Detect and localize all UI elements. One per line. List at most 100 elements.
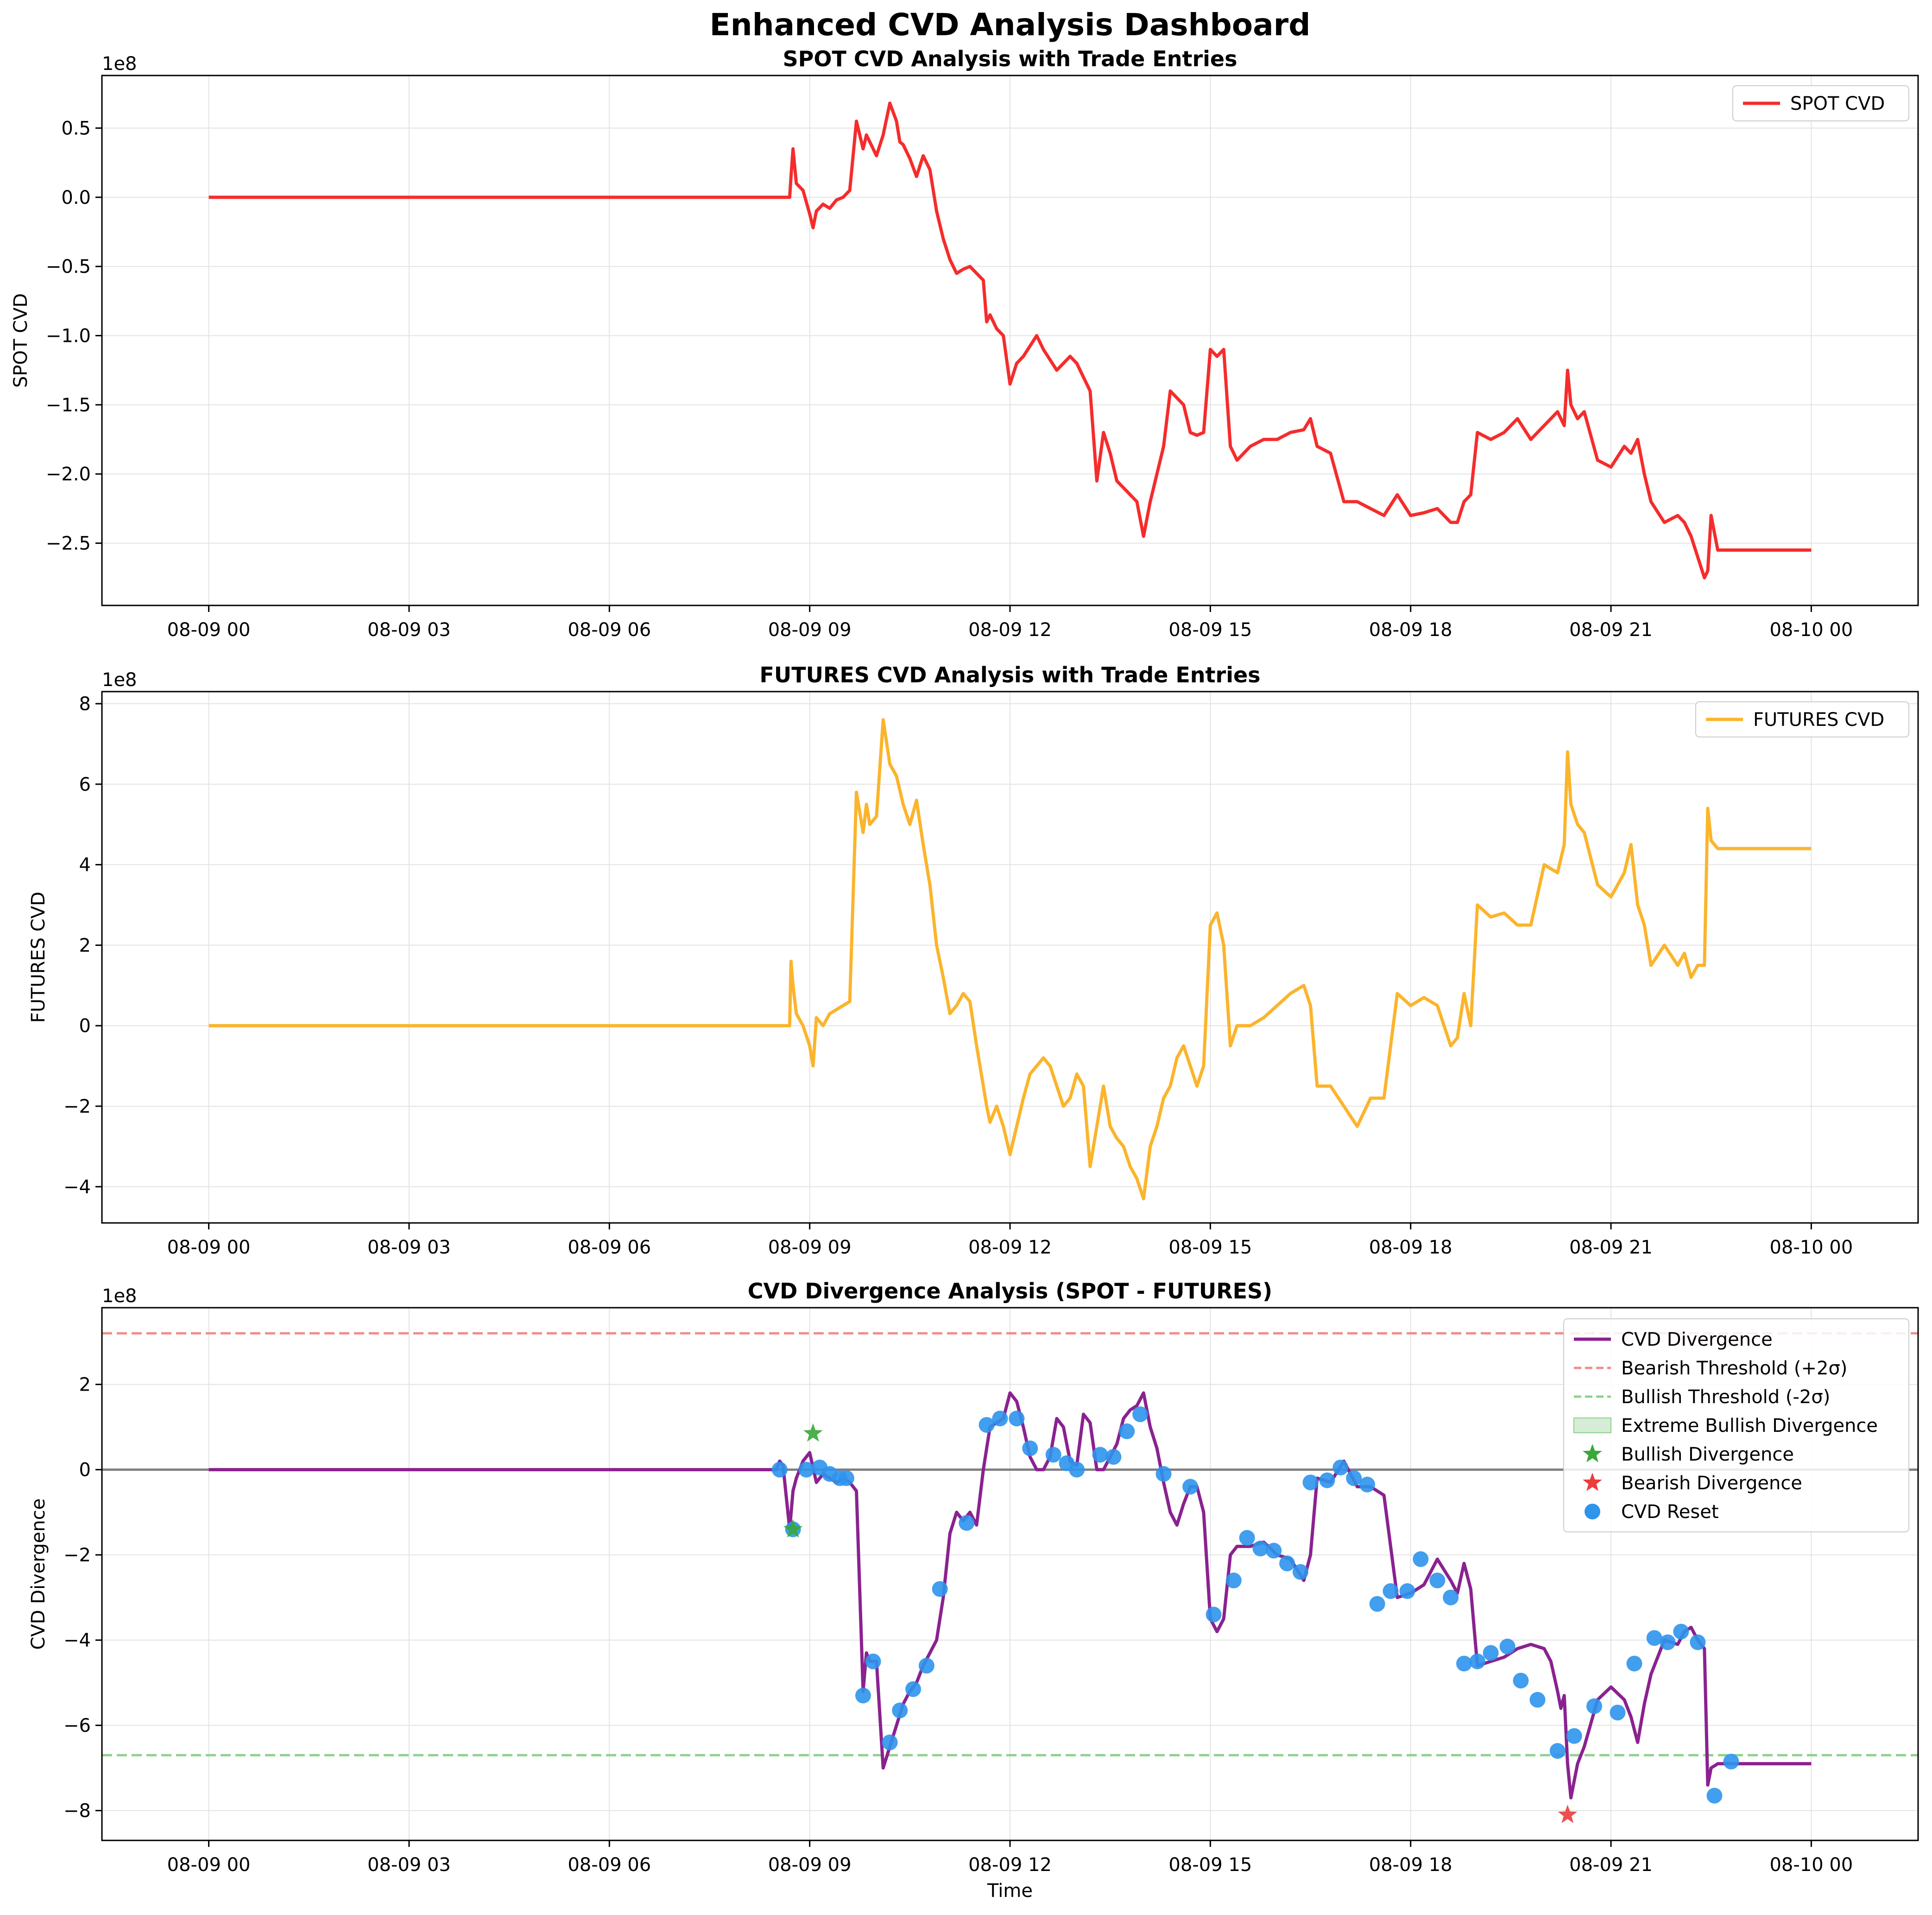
x-tick-label: 08-09 21 <box>1569 1237 1653 1258</box>
cvd-reset-marker <box>1022 1440 1038 1456</box>
series-line-spot-cvd <box>208 101 1812 580</box>
cvd-reset-marker <box>1155 1466 1172 1482</box>
cvd-reset-marker <box>979 1417 995 1433</box>
cvd-reset-marker <box>1119 1423 1135 1439</box>
cvd-reset-marker <box>932 1581 948 1597</box>
x-tick-label: 08-09 12 <box>968 1237 1052 1258</box>
dashboard-title: Enhanced CVD Analysis Dashboard <box>710 7 1311 43</box>
x-tick-label: 08-10 00 <box>1769 619 1853 641</box>
cvd-reset-marker <box>1513 1673 1529 1688</box>
legend-label: Extreme Bullish Divergence <box>1621 1415 1878 1436</box>
cvd-reset-marker <box>1429 1572 1446 1588</box>
y-tick-label: −1.5 <box>46 395 91 416</box>
y-tick-label: −2.5 <box>46 533 91 554</box>
x-tick-label: 08-10 00 <box>1769 1854 1853 1876</box>
cvd-reset-marker <box>1690 1634 1706 1650</box>
x-axis-label: Time <box>987 1880 1033 1902</box>
y-tick-label: −2 <box>63 1096 91 1117</box>
cvd-reset-marker <box>905 1681 922 1697</box>
x-tick-label: 08-09 03 <box>367 619 451 641</box>
y-tick-label: 0.0 <box>61 187 91 208</box>
cvd-reset-marker <box>1069 1461 1085 1478</box>
legend-label: Bearish Divergence <box>1621 1473 1802 1494</box>
cvd-reset-marker <box>1266 1543 1282 1559</box>
x-tick-label: 08-09 03 <box>367 1237 451 1258</box>
cvd-reset-marker <box>771 1461 788 1478</box>
y-tick-label: 2 <box>79 1374 91 1396</box>
legend-label: SPOT CVD <box>1790 93 1885 114</box>
legend-swatch-cvd-reset <box>1585 1504 1600 1519</box>
cvd-reset-marker <box>865 1653 881 1669</box>
y-tick-label: 0 <box>79 1460 91 1481</box>
bullish-divergence-marker <box>803 1423 823 1442</box>
panel-title: CVD Divergence Analysis (SPOT - FUTURES) <box>748 1279 1272 1304</box>
legend-swatch-extreme-bullish <box>1573 1417 1611 1433</box>
x-tick-label: 08-09 18 <box>1369 619 1452 641</box>
x-tick-label: 08-09 12 <box>968 1854 1052 1876</box>
legend-label: Bullish Divergence <box>1621 1444 1794 1465</box>
x-tick-label: 08-09 18 <box>1369 1854 1452 1876</box>
x-tick-label: 08-09 09 <box>768 1237 852 1258</box>
cvd-reset-marker <box>1723 1753 1739 1770</box>
y-tick-label: −2.0 <box>46 464 91 485</box>
cvd-reset-marker <box>1279 1556 1295 1571</box>
panel-1: 08-09 00 08-09 03 08-09 06 08-09 09 08-09 12… <box>10 46 1919 641</box>
cvd-reset-marker <box>1346 1470 1362 1486</box>
legend-label: FUTURES CVD <box>1753 709 1884 731</box>
cvd-reset-marker <box>1252 1540 1269 1556</box>
cvd-reset-marker <box>1332 1460 1349 1475</box>
cvd-reset-marker <box>1586 1698 1603 1714</box>
panel-2: 08-09 00 08-09 03 08-09 06 08-09 09 08-09 12… <box>28 662 1919 1258</box>
y-axis-label: SPOT CVD <box>10 293 32 388</box>
y-tick-label: 0.5 <box>61 118 91 139</box>
panel-title: SPOT CVD Analysis with Trade Entries <box>783 46 1237 71</box>
cvd-reset-marker <box>918 1657 934 1674</box>
y-tick-label: 2 <box>79 935 91 956</box>
cvd-reset-marker <box>838 1470 854 1486</box>
cvd-reset-marker <box>855 1688 871 1704</box>
y-tick-label: −0.5 <box>46 256 91 277</box>
cvd-reset-marker <box>1443 1589 1459 1606</box>
y-tick-label: 6 <box>79 774 91 795</box>
x-tick-label: 08-09 21 <box>1569 619 1653 641</box>
x-tick-label: 08-09 18 <box>1369 1237 1452 1258</box>
cvd-reset-marker <box>1092 1447 1108 1463</box>
cvd-reset-marker <box>798 1461 814 1478</box>
cvd-reset-marker <box>1549 1743 1566 1759</box>
cvd-reset-marker <box>1105 1449 1122 1465</box>
cvd-reset-marker <box>1499 1638 1515 1655</box>
x-tick-label: 08-09 06 <box>568 619 651 641</box>
legend-box <box>1695 701 1909 737</box>
cvd-reset-marker <box>1529 1692 1546 1708</box>
y-axis-label: FUTURES CVD <box>28 892 49 1023</box>
x-tick-label: 08-09 21 <box>1569 1854 1653 1876</box>
cvd-reset-marker <box>892 1702 908 1719</box>
legend-label: CVD Divergence <box>1621 1329 1773 1350</box>
cvd-reset-marker <box>1706 1788 1723 1804</box>
cvd-reset-marker <box>1359 1476 1376 1493</box>
legend-label: Bearish Threshold (+2σ) <box>1621 1358 1847 1379</box>
cvd-reset-marker <box>1469 1653 1485 1669</box>
y-tick-label: 4 <box>79 855 91 876</box>
panel-3: 08-09 00 08-09 03 08-09 06 08-09 09 08-09 12… <box>28 1279 1919 1902</box>
y-tick-label: 0 <box>79 1015 91 1037</box>
cvd-reset-marker <box>1383 1583 1399 1599</box>
cvd-reset-marker <box>1673 1624 1689 1640</box>
x-tick-label: 08-10 00 <box>1769 1237 1853 1258</box>
cvd-reset-marker <box>1660 1634 1676 1650</box>
cvd-reset-marker <box>959 1515 975 1531</box>
y-offset-label: 1e8 <box>102 1285 137 1307</box>
bullish-divergence-marker <box>783 1519 803 1538</box>
y-tick-label: −4 <box>63 1630 91 1651</box>
legend-box <box>1732 85 1909 121</box>
x-tick-label: 08-09 06 <box>568 1854 651 1876</box>
y-tick-label: −1.0 <box>46 326 91 347</box>
y-offset-label: 1e8 <box>102 669 137 691</box>
y-axis-label: CVD Divergence <box>28 1499 49 1650</box>
x-tick-label: 08-09 15 <box>1168 619 1252 641</box>
cvd-reset-marker <box>1456 1656 1472 1672</box>
cvd-reset-marker <box>1225 1572 1242 1588</box>
